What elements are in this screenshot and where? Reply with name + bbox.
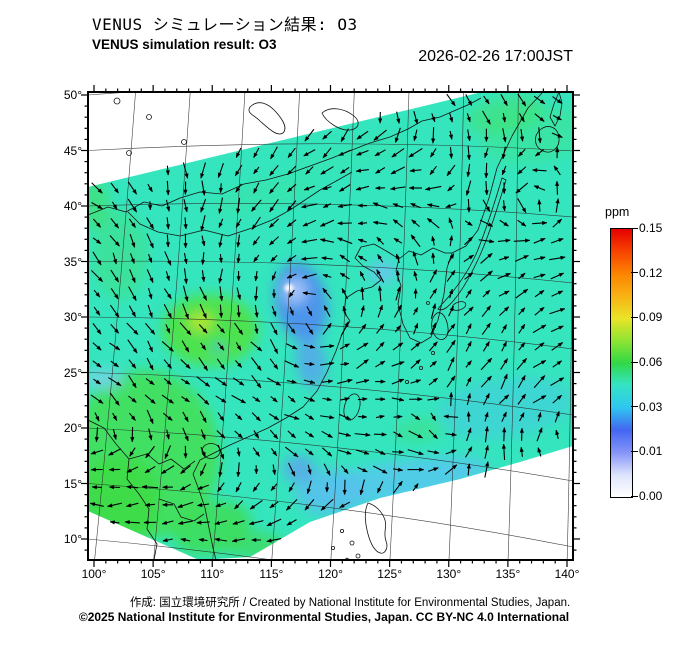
colorbar-tick <box>631 361 638 363</box>
colorbar-tick-label: 0.12 <box>639 265 663 280</box>
y-tick-label: 20° <box>63 421 82 435</box>
x-tick-label: 130° <box>436 567 462 581</box>
colorbar <box>610 228 633 498</box>
y-tick-label: 25° <box>63 365 82 380</box>
x-tick-label: 110° <box>200 567 225 581</box>
colorbar-tick-label: 0.09 <box>639 310 663 325</box>
y-tick-label: 35° <box>63 254 82 269</box>
y-tick-label: 40° <box>63 199 82 213</box>
colorbar-tick-label: 0.00 <box>639 489 663 503</box>
y-tick-label: 15° <box>63 476 82 491</box>
colorbar-tick <box>631 495 638 497</box>
x-tick-label: 115° <box>259 567 284 581</box>
colorbar-tick-label: 0.03 <box>639 399 663 414</box>
x-tick-label: 125° <box>377 567 403 581</box>
x-tick-label: 105° <box>140 567 166 581</box>
colorbar-tick-label: 0.06 <box>639 355 663 369</box>
timestamp: 2026-02-26 17:00JST <box>418 48 573 65</box>
colorbar-tick <box>631 406 638 408</box>
x-tick-label: 100° <box>81 567 107 581</box>
y-tick-label: 45° <box>63 143 82 158</box>
y-tick-label: 50° <box>63 88 82 102</box>
credit-line: 作成: 国立環境研究所 / Created by National Instit… <box>129 597 571 609</box>
license-line: ©2025 National Institute for Environment… <box>78 610 570 624</box>
colorbar-unit-label: ppm <box>605 205 630 219</box>
x-tick-label: 140° <box>554 567 580 581</box>
figure-title-jp: VENUS シミュレーション結果: O3 <box>92 15 358 34</box>
figure-title-en: VENUS simulation result: O3 <box>92 37 277 52</box>
x-tick-label: 120° <box>318 567 343 581</box>
colorbar-tick <box>631 450 638 453</box>
y-tick-label: 30° <box>63 310 82 324</box>
colorbar-tick-label: 0.15 <box>639 221 663 235</box>
colorbar-tick <box>631 227 638 229</box>
y-tick-label: 10° <box>63 532 82 546</box>
colorbar-tick <box>631 316 638 319</box>
colorbar-tick-label: 0.01 <box>639 444 663 459</box>
x-tick-label: 135° <box>495 567 521 581</box>
colorbar-tick <box>631 272 638 274</box>
